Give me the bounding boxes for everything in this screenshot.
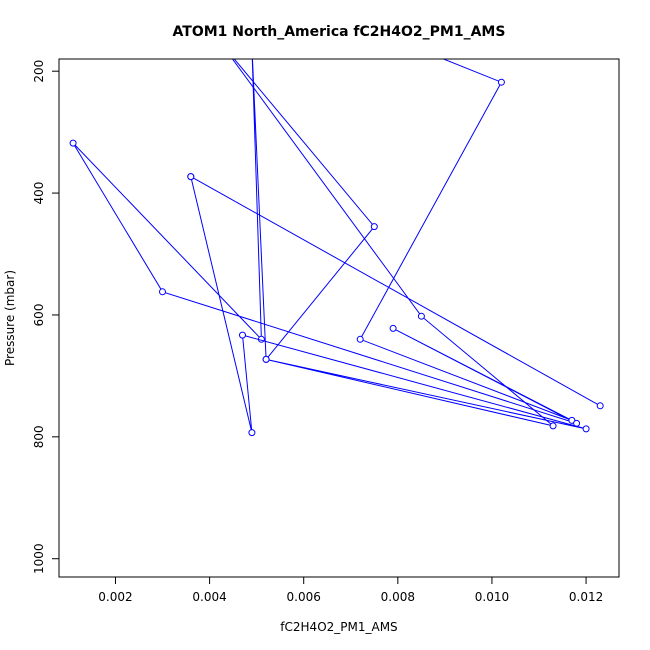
data-point <box>370 223 378 231</box>
plot-area <box>69 59 604 437</box>
data-point <box>549 422 557 430</box>
data-point <box>248 429 256 437</box>
x-axis: 0.002 0.004 0.006 0.008 0.010 0.012 <box>98 577 603 604</box>
y-tick-label: 800 <box>32 425 46 448</box>
data-point <box>239 331 246 339</box>
x-tick-label: 0.010 <box>475 590 509 604</box>
series-2-line <box>190 59 601 433</box>
plot-frame <box>58 58 620 578</box>
x-tick-label: 0.002 <box>98 590 132 604</box>
chart-title: ATOM1 North_America fC2H4O2_PM1_AMS <box>173 24 506 40</box>
data-point <box>262 355 270 363</box>
x-tick-label: 0.012 <box>569 590 603 604</box>
y-axis: 200 400 600 800 1000 <box>32 60 59 574</box>
data-point <box>389 324 397 332</box>
y-tick-label: 1000 <box>32 543 46 574</box>
data-point <box>187 173 195 181</box>
data-point <box>69 139 77 147</box>
x-axis-label: fC2H4O2_PM1_AMS <box>280 620 397 634</box>
series-1-line <box>72 59 577 424</box>
y-axis-label: Pressure (mbar) <box>3 270 17 366</box>
data-point <box>417 312 425 320</box>
x-tick-label: 0.004 <box>192 590 226 604</box>
data-point <box>159 288 166 296</box>
y-tick-label: 400 <box>32 182 46 205</box>
x-tick-label: 0.006 <box>287 590 321 604</box>
y-tick-label: 200 <box>32 60 46 83</box>
y-tick-label: 600 <box>32 304 46 327</box>
x-tick-label: 0.008 <box>381 590 415 604</box>
data-point <box>582 425 590 433</box>
data-point <box>596 402 604 410</box>
data-point <box>356 335 364 343</box>
data-point <box>497 78 505 86</box>
